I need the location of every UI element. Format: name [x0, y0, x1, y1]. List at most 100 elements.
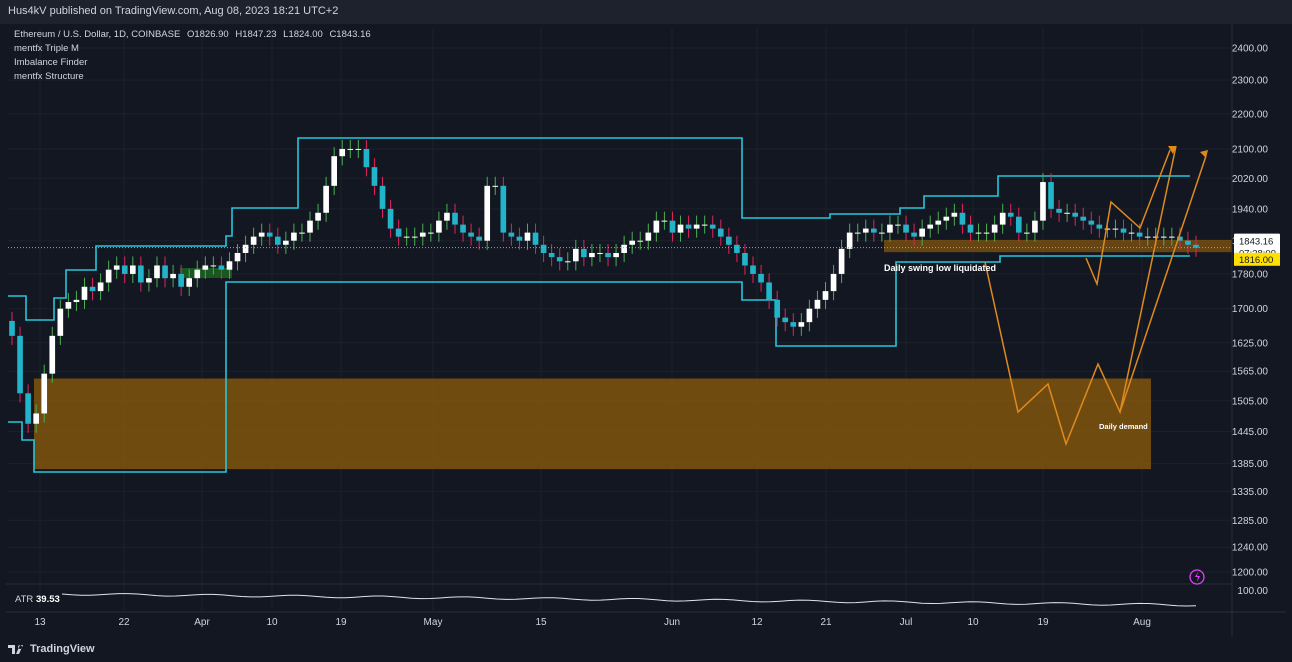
- candle[interactable]: [734, 235, 740, 263]
- candle[interactable]: [97, 273, 104, 301]
- candle[interactable]: [57, 299, 64, 345]
- candle[interactable]: [500, 176, 507, 242]
- candle[interactable]: [202, 256, 209, 279]
- candle[interactable]: [1024, 223, 1030, 242]
- candle[interactable]: [89, 277, 96, 301]
- candle[interactable]: [170, 264, 176, 288]
- candle[interactable]: [411, 227, 418, 246]
- candle[interactable]: [1080, 207, 1087, 230]
- candle[interactable]: [387, 199, 394, 238]
- candle[interactable]: [919, 219, 925, 246]
- candle[interactable]: [758, 264, 764, 292]
- candle[interactable]: [1177, 227, 1183, 250]
- candle[interactable]: [693, 215, 700, 238]
- candle[interactable]: [105, 260, 112, 292]
- candle[interactable]: [1064, 203, 1070, 222]
- candle[interactable]: [323, 176, 329, 222]
- candle[interactable]: [903, 215, 909, 242]
- candle[interactable]: [750, 256, 756, 284]
- candle[interactable]: [830, 264, 837, 301]
- candle[interactable]: [291, 223, 297, 250]
- candle[interactable]: [242, 235, 249, 263]
- candle[interactable]: [1048, 173, 1054, 218]
- candle[interactable]: [790, 313, 797, 336]
- candle[interactable]: [419, 223, 426, 246]
- candle[interactable]: [81, 277, 88, 309]
- candle[interactable]: [629, 231, 636, 254]
- candle[interactable]: [572, 239, 579, 271]
- candle[interactable]: [653, 211, 660, 242]
- candle[interactable]: [1015, 207, 1022, 242]
- candle[interactable]: [879, 223, 885, 242]
- candle[interactable]: [476, 227, 482, 250]
- candle[interactable]: [307, 211, 313, 242]
- candle[interactable]: [685, 215, 692, 238]
- candle[interactable]: [41, 364, 48, 423]
- candle[interactable]: [564, 252, 571, 271]
- candle[interactable]: [871, 219, 877, 242]
- candle[interactable]: [1169, 227, 1175, 246]
- candle[interactable]: [838, 239, 845, 284]
- candle[interactable]: [975, 223, 982, 242]
- candle[interactable]: [186, 269, 193, 296]
- candle[interactable]: [403, 227, 410, 246]
- alert-icon[interactable]: [1189, 569, 1205, 585]
- candle[interactable]: [452, 203, 458, 234]
- candle[interactable]: [895, 215, 901, 234]
- candle[interactable]: [468, 223, 474, 246]
- candle[interactable]: [33, 404, 39, 433]
- candle[interactable]: [1072, 203, 1079, 226]
- candle[interactable]: [1144, 227, 1151, 246]
- candle[interactable]: [701, 215, 708, 234]
- candle[interactable]: [347, 139, 354, 159]
- candle[interactable]: [266, 223, 273, 246]
- candle[interactable]: [524, 223, 531, 250]
- indicator-imbalance-finder[interactable]: Imbalance Finder: [14, 57, 88, 68]
- candle[interactable]: [218, 256, 225, 279]
- candle[interactable]: [339, 139, 346, 166]
- candle[interactable]: [959, 203, 966, 234]
- candle[interactable]: [581, 239, 587, 267]
- candle[interactable]: [9, 311, 15, 345]
- candle[interactable]: [742, 243, 748, 275]
- candle[interactable]: [1007, 203, 1014, 226]
- candle[interactable]: [283, 231, 289, 254]
- candle[interactable]: [782, 308, 789, 332]
- candle[interactable]: [210, 256, 217, 275]
- candle[interactable]: [991, 215, 998, 242]
- candle[interactable]: [709, 215, 716, 238]
- candle[interactable]: [1096, 215, 1103, 238]
- candle[interactable]: [1056, 199, 1062, 222]
- candle[interactable]: [129, 256, 136, 284]
- candle[interactable]: [854, 223, 861, 242]
- candle[interactable]: [154, 256, 160, 288]
- candle[interactable]: [822, 282, 829, 309]
- candle[interactable]: [814, 290, 821, 318]
- candle[interactable]: [508, 223, 515, 246]
- candle[interactable]: [645, 223, 652, 250]
- candle[interactable]: [234, 243, 241, 271]
- candle[interactable]: [1088, 211, 1095, 234]
- candle[interactable]: [226, 252, 233, 279]
- candle[interactable]: [983, 223, 990, 242]
- candle[interactable]: [1032, 211, 1038, 242]
- candle[interactable]: [532, 223, 539, 254]
- candle[interactable]: [428, 223, 434, 242]
- candle[interactable]: [65, 293, 72, 318]
- candle[interactable]: [194, 260, 201, 288]
- candle[interactable]: [798, 313, 805, 336]
- candle[interactable]: [49, 326, 56, 383]
- candle[interactable]: [717, 219, 724, 246]
- candle[interactable]: [162, 256, 168, 288]
- candle[interactable]: [774, 290, 780, 327]
- candle[interactable]: [73, 290, 80, 312]
- candle[interactable]: [911, 223, 917, 246]
- candle[interactable]: [540, 235, 547, 263]
- candle[interactable]: [258, 223, 265, 246]
- candle[interactable]: [1040, 173, 1046, 230]
- candle[interactable]: [315, 203, 321, 230]
- candle[interactable]: [355, 139, 362, 159]
- candle[interactable]: [935, 211, 942, 234]
- candle[interactable]: [379, 176, 386, 218]
